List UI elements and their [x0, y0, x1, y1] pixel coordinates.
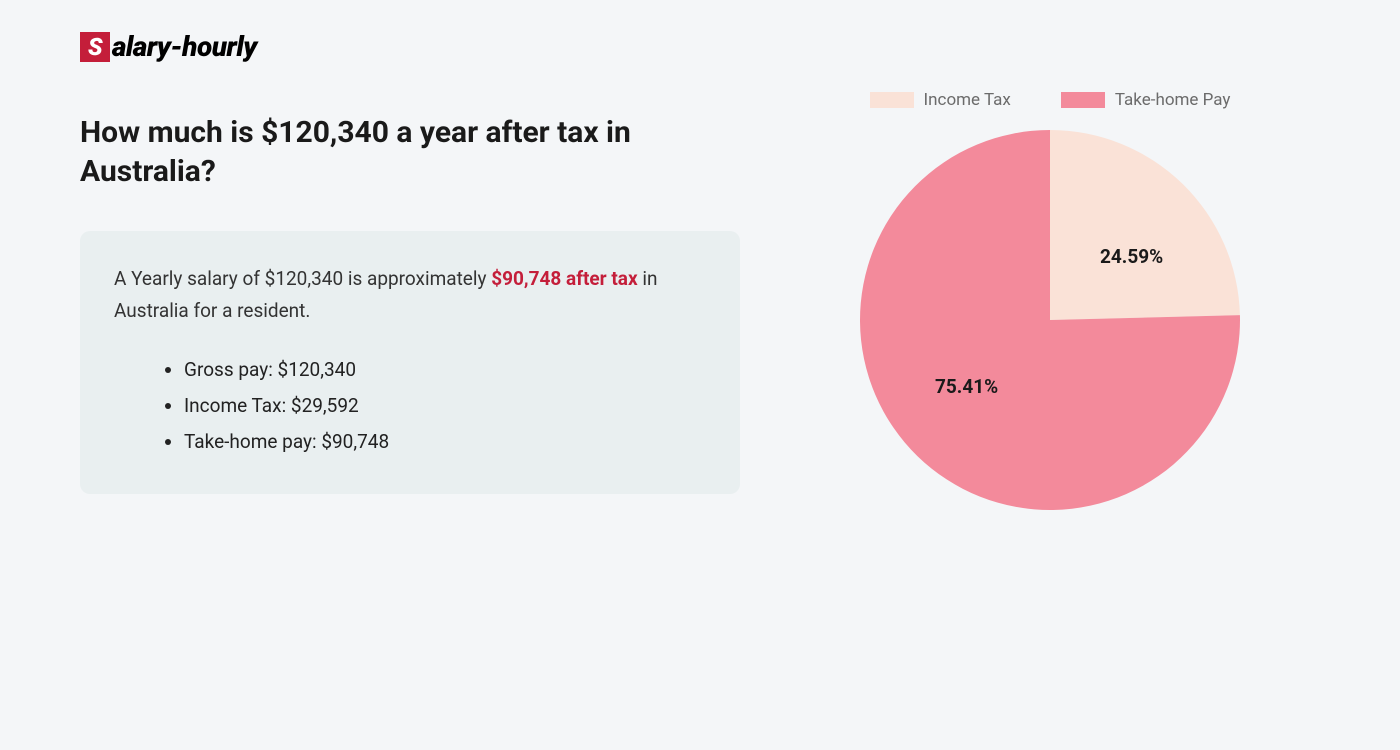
slice-label-take-home: 75.41% — [935, 375, 998, 398]
page-title: How much is $120,340 a year after tax in… — [80, 113, 740, 191]
list-item: Gross pay: $120,340 — [184, 352, 706, 388]
right-column: Income Tax Take-home Pay 24.59% 75.41% — [780, 30, 1320, 720]
chart-legend: Income Tax Take-home Pay — [870, 90, 1231, 110]
legend-label: Income Tax — [924, 90, 1011, 110]
page: Salary-hourly How much is $120,340 a yea… — [0, 0, 1400, 750]
summary-intro: A Yearly salary of $120,340 is approxima… — [114, 263, 706, 328]
site-logo: Salary-hourly — [80, 30, 740, 63]
logo-badge: S — [80, 32, 110, 62]
summary-list: Gross pay: $120,340 Income Tax: $29,592 … — [114, 352, 706, 460]
pie-chart: 24.59% 75.41% — [860, 130, 1240, 510]
legend-item-take-home: Take-home Pay — [1061, 90, 1231, 110]
legend-label: Take-home Pay — [1115, 90, 1231, 110]
slice-label-income-tax: 24.59% — [1100, 245, 1163, 268]
legend-swatch — [1061, 92, 1105, 108]
legend-swatch — [870, 92, 914, 108]
summary-box: A Yearly salary of $120,340 is approxima… — [80, 231, 740, 494]
list-item: Income Tax: $29,592 — [184, 388, 706, 424]
legend-item-income-tax: Income Tax — [870, 90, 1011, 110]
summary-intro-prefix: A Yearly salary of $120,340 is approxima… — [114, 267, 491, 290]
summary-highlight: $90,748 after tax — [491, 267, 637, 290]
list-item: Take-home pay: $90,748 — [184, 424, 706, 460]
pie-svg — [860, 130, 1240, 510]
logo-text: alary-hourly — [112, 30, 257, 63]
left-column: Salary-hourly How much is $120,340 a yea… — [80, 30, 780, 720]
